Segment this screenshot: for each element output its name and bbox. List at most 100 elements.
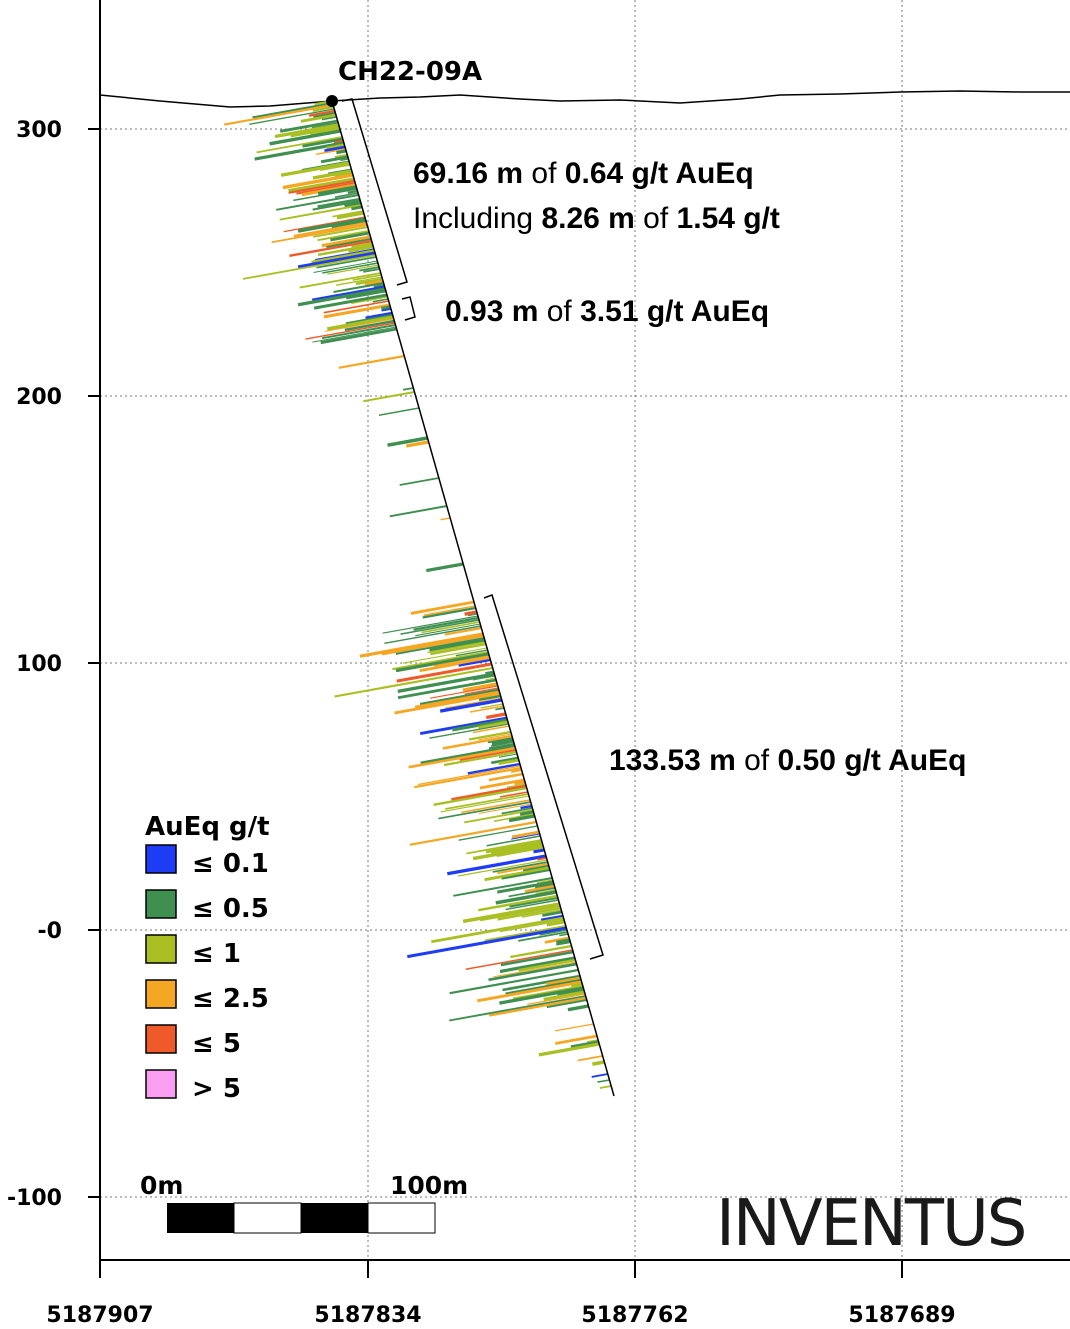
assay-bar — [323, 300, 389, 314]
annotation-text: of — [736, 744, 778, 777]
assay-bar — [365, 311, 393, 320]
assay-bar — [464, 610, 478, 616]
assay-bar — [485, 840, 543, 854]
scale-segment — [301, 1203, 368, 1233]
assay-bar — [396, 662, 492, 683]
legend-swatch — [145, 889, 177, 919]
assay-bar — [427, 641, 486, 654]
assay-bar — [419, 688, 500, 706]
legend-swatch — [145, 1069, 177, 1099]
scale-segment — [367, 1202, 436, 1234]
assay-bar — [539, 929, 568, 936]
assay-bar — [461, 799, 531, 814]
assay-bar — [333, 139, 344, 144]
collar-marker — [326, 95, 338, 107]
assay-bar — [271, 224, 368, 244]
assay-bar — [498, 758, 520, 766]
assay-bar — [559, 933, 569, 937]
topography-line — [99, 90, 1070, 108]
assay-bar — [511, 833, 540, 840]
assay-bar — [327, 264, 379, 275]
assay-bar — [355, 277, 383, 286]
assay-bar — [344, 319, 395, 332]
assay-bar — [493, 813, 535, 822]
legend-item: ≤ 0.5 — [145, 889, 269, 924]
assay-bar — [338, 354, 405, 369]
assay-bar — [543, 990, 585, 1001]
axes — [88, 0, 1070, 1278]
assay-bar — [452, 718, 508, 732]
assay-bar — [453, 877, 553, 897]
x-tick-labels: 5187907 5187834 5187762 5187689 — [46, 1303, 955, 1328]
assay-bar — [336, 149, 347, 155]
assay-bar — [256, 136, 343, 154]
assay-bar — [597, 1079, 610, 1083]
legend-label: ≤ 0.5 — [192, 894, 269, 924]
assay-bar — [478, 733, 512, 741]
assay-bar — [485, 677, 496, 681]
assay-bar — [409, 820, 537, 846]
legend-item: > 5 — [145, 1069, 241, 1104]
assay-bar — [510, 944, 572, 959]
assay-bar — [439, 698, 503, 713]
assay-bar — [334, 192, 359, 198]
assay-bar — [464, 809, 534, 824]
assay-bar — [484, 924, 566, 942]
assay-bar — [462, 902, 560, 924]
annotation-text: Including — [413, 202, 541, 235]
assay-bar — [440, 517, 451, 521]
assay-bar — [242, 254, 376, 280]
assay-bar — [500, 950, 574, 967]
assay-bar — [464, 687, 499, 695]
assay-bar — [334, 666, 493, 698]
annotation-grade: 3.51 g/t AuEq — [580, 295, 769, 328]
scale-end-label: 100m — [390, 1171, 468, 1200]
annotation-length: 69.16 m — [413, 157, 523, 190]
assay-bar — [415, 623, 481, 637]
legend-item: ≤ 1 — [145, 934, 241, 969]
assay-bar — [359, 266, 380, 272]
assay-bar — [320, 155, 349, 164]
assay-bar — [480, 905, 561, 922]
assay-bar — [413, 616, 479, 631]
legend-item: ≤ 2.5 — [145, 979, 269, 1014]
assay-bar — [299, 272, 381, 289]
assay-bar — [276, 194, 359, 211]
legend-swatch — [145, 1024, 177, 1054]
assay-bar — [440, 795, 530, 813]
assay-bar — [288, 179, 355, 194]
assay-bar — [472, 725, 510, 734]
assay-bar — [509, 897, 559, 908]
assay-bar — [408, 746, 516, 769]
assay-bar — [542, 910, 563, 917]
assay-bar — [252, 102, 333, 119]
x-tick-label: 5187689 — [848, 1303, 955, 1328]
assay-bar — [447, 854, 547, 876]
annotation-text: of — [538, 295, 580, 328]
assay-bar — [490, 842, 543, 855]
assay-bar — [419, 656, 491, 673]
assay-bar — [331, 219, 367, 229]
assay-bar — [540, 914, 564, 922]
assay-bar — [458, 658, 491, 667]
assay-bar — [467, 762, 521, 775]
annotation-length: 0.93 m — [445, 295, 538, 328]
assay-bar — [323, 303, 391, 319]
assay-bar — [492, 861, 548, 873]
assay-bar — [333, 281, 384, 294]
assay-bar — [321, 116, 337, 121]
assay-bar — [444, 626, 482, 636]
assay-bar — [414, 766, 522, 789]
assay-bar — [384, 625, 481, 644]
assay-bar — [326, 315, 394, 331]
legend-label: ≤ 5 — [192, 1029, 241, 1059]
assay-bar — [336, 211, 364, 220]
annotation-text: of — [635, 202, 677, 235]
assay-bar — [442, 734, 513, 750]
assay-bar — [293, 221, 367, 238]
assay-bar — [313, 260, 378, 273]
assay-bar — [326, 238, 372, 249]
assay-bar — [387, 436, 428, 447]
assay-bar — [314, 248, 375, 261]
assay-bar — [347, 189, 358, 194]
